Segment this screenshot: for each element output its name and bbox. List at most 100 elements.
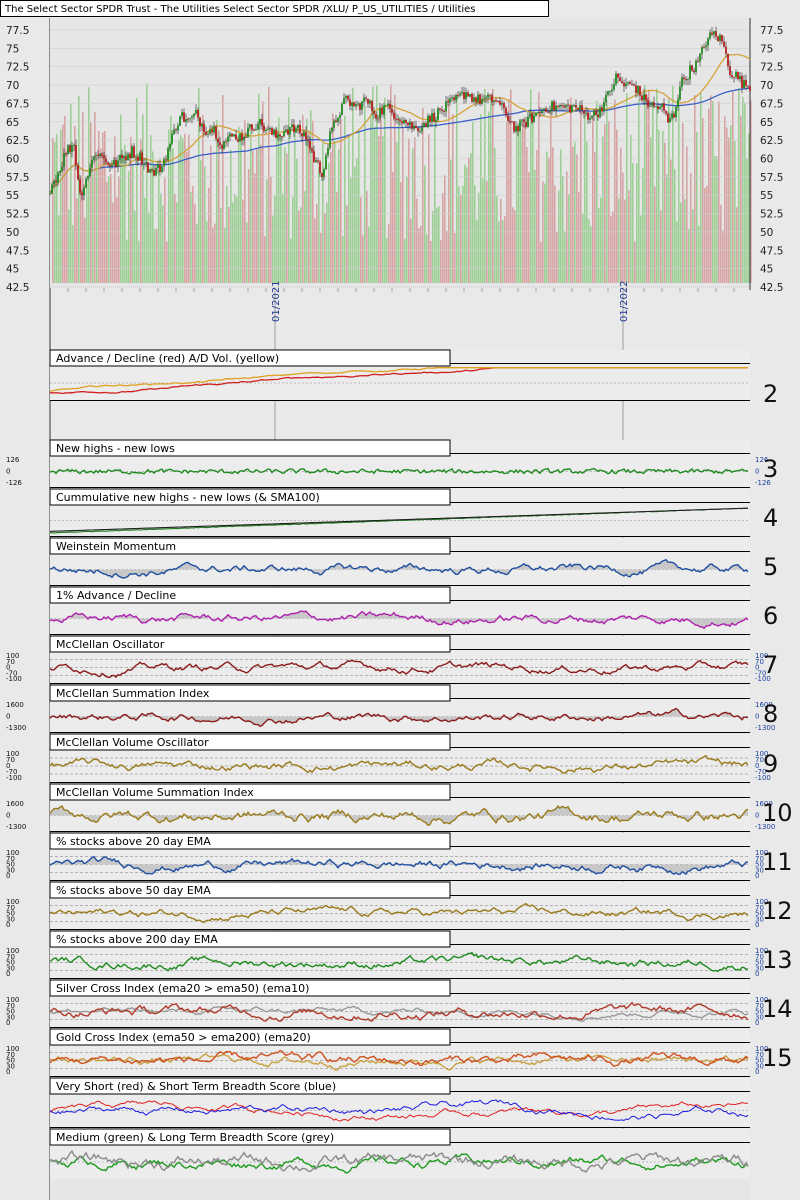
- volume-bar: [746, 158, 748, 283]
- candle-body: [379, 108, 381, 119]
- candle-body: [745, 80, 747, 86]
- candle-body: [181, 112, 183, 117]
- volume-bar: [138, 240, 140, 283]
- volume-bar: [344, 115, 346, 284]
- volume-bar: [432, 211, 434, 283]
- panel-number: 14: [762, 995, 793, 1023]
- candle-body: [205, 131, 207, 135]
- volume-bar: [338, 149, 340, 283]
- candle-body: [251, 124, 253, 130]
- candle-body: [625, 83, 627, 87]
- candle-body: [411, 121, 413, 129]
- candle-body: [133, 146, 135, 158]
- panel-number: 12: [762, 897, 793, 925]
- volume-bar: [346, 205, 348, 283]
- candle-body: [679, 86, 681, 100]
- volume-bar: [140, 139, 142, 283]
- panel-series-line: [49, 1001, 749, 1023]
- candle-body: [215, 126, 217, 139]
- candle-body: [109, 164, 111, 167]
- panel-axis-left: 1600: [6, 701, 24, 709]
- volume-bar: [284, 147, 286, 283]
- candle-body: [457, 94, 459, 96]
- panel-number: 11: [762, 848, 793, 876]
- candle-body: [259, 118, 261, 125]
- candle-body: [177, 125, 179, 131]
- volume-bar: [228, 206, 230, 283]
- volume-bar: [640, 215, 642, 283]
- candle-body: [465, 92, 467, 100]
- volume-bar: [354, 166, 356, 283]
- panel-axis-left: 70: [6, 1002, 15, 1010]
- volume-bar: [76, 198, 78, 283]
- volume-bar: [188, 134, 190, 283]
- volume-bar: [594, 151, 596, 283]
- panel-bottom-border: [50, 782, 750, 783]
- volume-bar: [112, 202, 114, 283]
- volume-bar: [378, 135, 380, 283]
- volume-bar: [58, 215, 60, 283]
- price-tick-left: 60: [6, 154, 19, 166]
- candle-body: [531, 113, 533, 123]
- volume-bar: [90, 122, 92, 283]
- volume-bar: [326, 202, 328, 283]
- price-tick-left: 75: [6, 43, 19, 55]
- panel-number: 8: [763, 700, 778, 728]
- panel-title-box: [49, 684, 451, 702]
- candle-body: [631, 83, 633, 85]
- volume-bar: [650, 137, 652, 283]
- candle-body: [419, 131, 421, 133]
- volume-bar: [98, 130, 100, 283]
- candle-body: [705, 45, 707, 48]
- candle-body: [683, 77, 685, 80]
- panel-axis-left: 100: [6, 750, 19, 758]
- volume-bar: [722, 230, 724, 283]
- candle-body: [151, 169, 153, 171]
- candle-body: [363, 97, 365, 102]
- candle-body: [467, 92, 469, 97]
- candle-body: [415, 125, 417, 129]
- panel-axis-right: 0: [755, 812, 759, 820]
- volume-bar: [272, 215, 274, 283]
- volume-bar: [488, 111, 490, 283]
- panel-bottom-border: [50, 585, 750, 586]
- panel-series-line: [49, 1049, 749, 1068]
- candle-body: [171, 133, 173, 144]
- volume-bar: [236, 197, 238, 283]
- candle-body: [285, 129, 287, 132]
- candle-body: [703, 47, 705, 49]
- candle-body: [617, 73, 619, 78]
- volume-bar: [510, 89, 512, 283]
- candle-body: [221, 145, 223, 149]
- panel-title: 1% Advance / Decline: [56, 589, 176, 602]
- candle-body: [71, 145, 73, 153]
- volume-bar: [244, 119, 246, 284]
- panel-axis-left: 30: [6, 866, 15, 874]
- panel-separator: [450, 551, 750, 552]
- volume-bar: [672, 86, 674, 283]
- panel-axis-left: -1300: [6, 823, 26, 831]
- volume-bar: [270, 176, 272, 283]
- candle-body: [301, 133, 303, 136]
- volume-bar: [456, 95, 458, 283]
- candle-body: [183, 112, 185, 122]
- price-tick-right: 77.5: [760, 25, 783, 37]
- panel-title: Gold Cross Index (ema50 > ema200) (ema20…: [56, 1031, 311, 1044]
- candle-body: [557, 105, 559, 107]
- volume-bar: [536, 150, 538, 283]
- panel-axis-left: 0: [6, 1019, 10, 1027]
- panel-bottom-border: [50, 732, 750, 733]
- candle-body: [395, 118, 397, 120]
- volume-bar: [242, 199, 244, 283]
- candle-body: [149, 169, 151, 173]
- volume-bar: [598, 208, 600, 283]
- volume-bar: [372, 86, 374, 283]
- volume-bar: [618, 198, 620, 283]
- volume-bar: [256, 148, 258, 283]
- volume-bar: [280, 135, 282, 283]
- volume-bar: [292, 196, 294, 283]
- volume-bar: [108, 176, 110, 283]
- candle-body: [543, 108, 545, 111]
- volume-bar: [184, 133, 186, 283]
- candle-body: [383, 105, 385, 115]
